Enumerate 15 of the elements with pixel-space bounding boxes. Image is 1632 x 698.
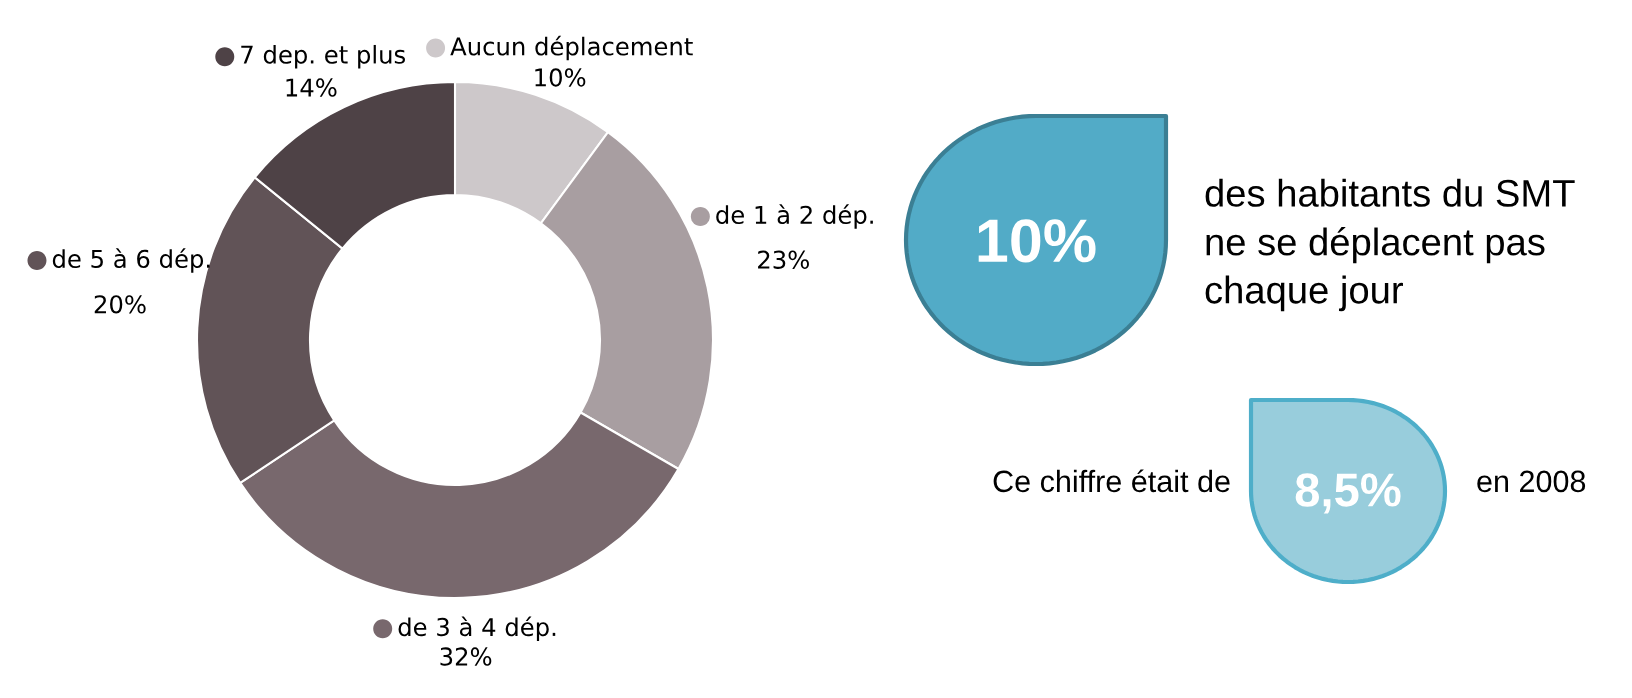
- legend-label: 7 dep. et plus: [241, 44, 406, 69]
- data-label: 10%: [535, 68, 586, 87]
- text: des habitants du SMT ne se déplacent pas chaque jour: [1205, 178, 1575, 312]
- data-label: 20%: [94, 295, 146, 314]
- text: 8,5%: [1295, 473, 1401, 514]
- legend-label: Aucun déplacement: [450, 35, 693, 61]
- text: Ce chiffre était de: [993, 469, 1230, 493]
- data-label: 32%: [440, 647, 492, 666]
- data-label: 23%: [758, 250, 809, 269]
- data-label: 14%: [286, 78, 337, 97]
- text: en 2008: [1477, 470, 1586, 493]
- legend-label: de 1 à 2 dép.: [716, 204, 873, 229]
- text: 10%: [978, 219, 1096, 263]
- legend-label: de 5 à 6 dép.: [52, 248, 210, 273]
- legend-label: de 3 à 4 dép.: [398, 616, 556, 641]
